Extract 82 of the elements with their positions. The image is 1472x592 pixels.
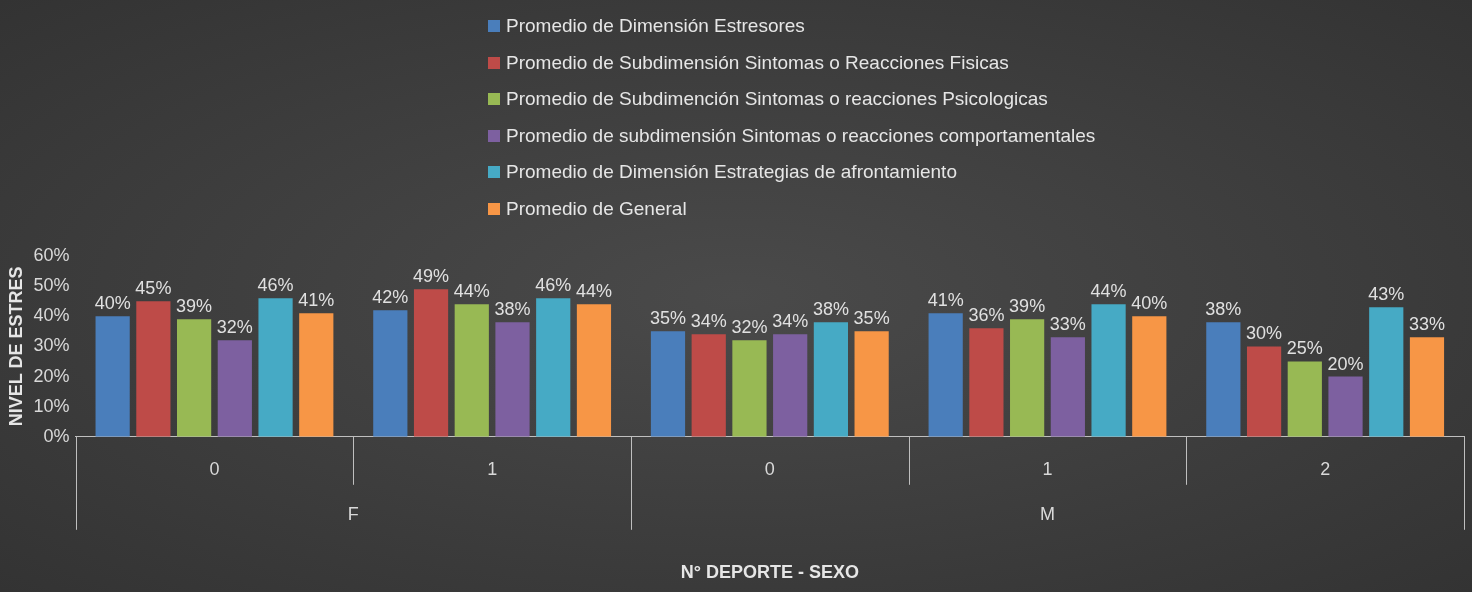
data-label: 33% xyxy=(1408,314,1445,335)
y-tick-label: 60% xyxy=(33,244,70,265)
legend-label: Promedio de Subdimención Sintomas o reacciones Psicologicas xyxy=(506,88,1048,111)
bar xyxy=(1050,337,1085,437)
data-label: 44% xyxy=(453,281,490,302)
data-label: 42% xyxy=(372,287,409,308)
data-label: 35% xyxy=(853,308,890,329)
data-label: 20% xyxy=(1327,353,1364,374)
legend-label: Promedio de General xyxy=(506,197,687,220)
bar xyxy=(495,322,530,437)
data-label: 41% xyxy=(927,290,964,311)
bar xyxy=(413,289,449,437)
data-label: 34% xyxy=(772,311,809,332)
bar xyxy=(1091,304,1126,437)
bar xyxy=(650,331,686,437)
bar xyxy=(454,304,489,437)
data-label: 44% xyxy=(575,281,612,302)
y-tick-label: 0% xyxy=(43,425,70,446)
bar xyxy=(1409,337,1445,437)
legend-label: Promedio de Subdimensión Sintomas o Reacciones Fisicas xyxy=(506,51,1009,74)
bar xyxy=(258,298,293,437)
data-label: 41% xyxy=(298,290,335,311)
bar xyxy=(813,322,849,437)
bar xyxy=(732,340,767,437)
x-tick-label: 2 xyxy=(1320,458,1331,479)
bar xyxy=(136,301,171,437)
data-label: 38% xyxy=(494,299,531,320)
data-label: 30% xyxy=(1246,323,1283,344)
y-tick-label: 40% xyxy=(33,305,70,326)
x-tick-label: 1 xyxy=(487,458,498,479)
x-tick-label: 0 xyxy=(764,458,775,479)
bar xyxy=(1287,361,1322,437)
bar xyxy=(1010,319,1045,437)
x-tick-label: 0 xyxy=(209,458,220,479)
data-label: 32% xyxy=(731,317,768,338)
bar xyxy=(1246,346,1282,437)
data-label: 46% xyxy=(257,275,294,296)
bar xyxy=(969,328,1004,437)
bar xyxy=(773,334,808,437)
data-label: 38% xyxy=(1205,299,1242,320)
data-label: 45% xyxy=(135,278,172,299)
data-label: 39% xyxy=(1009,296,1046,317)
bar xyxy=(95,316,130,437)
bar xyxy=(1206,322,1241,437)
data-label: 33% xyxy=(1049,314,1086,335)
data-label: 40% xyxy=(94,293,131,314)
data-label: 39% xyxy=(176,296,213,317)
data-label: 43% xyxy=(1368,284,1405,305)
bar xyxy=(576,304,612,437)
legend-label: Promedio de subdimensión Sintomas o reacciones comportamentales xyxy=(506,124,1096,147)
x-axis-title: N° DEPORTE - SEXO xyxy=(680,562,859,583)
data-label: 44% xyxy=(1090,281,1127,302)
bar xyxy=(536,298,571,437)
bar xyxy=(691,334,726,437)
data-label: 35% xyxy=(649,308,687,329)
data-label: 40% xyxy=(1131,293,1168,314)
legend-label: Promedio de Dimensión Estrategias de afrontamiento xyxy=(506,161,957,184)
data-label: 32% xyxy=(216,317,253,338)
y-tick-label: 50% xyxy=(33,275,70,296)
legend-label: Promedio de Dimensión Estresores xyxy=(506,15,805,38)
data-label: 25% xyxy=(1286,338,1323,359)
text: M xyxy=(1039,503,1055,524)
data-label: 49% xyxy=(413,266,450,287)
bar xyxy=(299,313,334,437)
y-tick-label: 30% xyxy=(33,335,70,356)
bar xyxy=(373,310,408,437)
x-tick-label: 1 xyxy=(1042,458,1053,479)
data-label: 36% xyxy=(968,305,1005,326)
text: F xyxy=(347,503,359,524)
y-axis-title: NIVEL DE ESTRES xyxy=(5,266,26,427)
bar xyxy=(1132,316,1167,437)
bar xyxy=(928,313,963,437)
bar xyxy=(1369,307,1404,437)
bar xyxy=(217,340,252,437)
y-tick-label: 20% xyxy=(33,365,70,386)
y-tick-label: 10% xyxy=(33,395,70,416)
bar xyxy=(854,331,889,437)
bar xyxy=(177,319,212,437)
data-label: 46% xyxy=(535,275,572,296)
data-label: 34% xyxy=(690,311,727,332)
bar xyxy=(1328,376,1363,437)
data-label: 38% xyxy=(812,299,849,320)
